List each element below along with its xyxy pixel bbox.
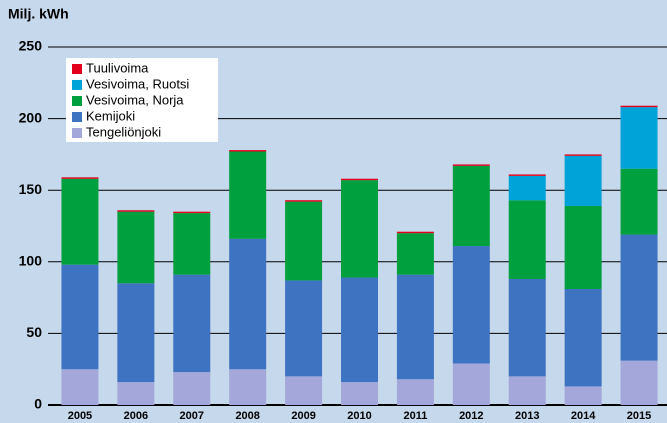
bar-segment bbox=[620, 234, 658, 361]
bar-segment bbox=[61, 264, 99, 370]
bar-segment bbox=[341, 382, 378, 405]
bar-segment bbox=[61, 178, 99, 265]
bar-segment bbox=[508, 174, 546, 176]
legend-label: Tuulivoima bbox=[86, 60, 149, 75]
bar-segment bbox=[564, 289, 602, 387]
bar-segment bbox=[452, 363, 490, 405]
bar-segment bbox=[341, 277, 378, 383]
bar-segment bbox=[117, 283, 155, 383]
bar-segment bbox=[285, 280, 323, 377]
bar-segment bbox=[229, 150, 267, 152]
bar-segment bbox=[508, 278, 546, 377]
bar-segment bbox=[620, 168, 658, 235]
bar-segment bbox=[341, 180, 378, 278]
legend-box bbox=[66, 58, 218, 142]
y-tick-label: 50 bbox=[26, 324, 42, 340]
legend-swatch bbox=[72, 112, 82, 122]
y-tick-label: 250 bbox=[19, 38, 43, 54]
bar-segment bbox=[173, 372, 211, 405]
bar-segment bbox=[396, 231, 434, 234]
bar-segment bbox=[396, 233, 434, 275]
x-tick-label: 2009 bbox=[291, 410, 315, 422]
legend-label: Tengeliönjoki bbox=[86, 124, 161, 139]
y-tick-label: 200 bbox=[19, 109, 43, 125]
bar-segment bbox=[620, 105, 658, 108]
bar-segment bbox=[452, 246, 490, 364]
x-tick-label: 2010 bbox=[347, 410, 371, 422]
x-tick-label: 2012 bbox=[459, 410, 483, 422]
y-tick-label: 150 bbox=[19, 181, 43, 197]
legend-swatch bbox=[72, 64, 82, 74]
bar-segment bbox=[564, 155, 602, 206]
legend-label: Vesivoima, Norja bbox=[86, 92, 184, 107]
y-tick-label: 100 bbox=[19, 253, 43, 269]
x-tick-label: 2008 bbox=[235, 410, 259, 422]
bar-segment bbox=[564, 386, 602, 405]
bar-segment bbox=[117, 210, 155, 212]
bar-segment bbox=[285, 376, 323, 405]
x-tick-label: 2006 bbox=[124, 410, 148, 422]
x-tick-label: 2015 bbox=[627, 410, 651, 422]
bar-segment bbox=[173, 274, 211, 373]
x-tick-label: 2007 bbox=[180, 410, 204, 422]
bar-segment bbox=[564, 205, 602, 290]
x-tick-label: 2011 bbox=[403, 410, 427, 422]
x-tick-label: 2014 bbox=[571, 410, 596, 422]
x-tick-label: 2013 bbox=[515, 410, 539, 422]
legend-swatch bbox=[72, 80, 82, 90]
legend-swatch bbox=[72, 128, 82, 138]
x-tick-label: 2005 bbox=[68, 410, 92, 422]
bar-segment bbox=[229, 238, 267, 370]
y-axis-label: Milj. kWh bbox=[8, 6, 69, 22]
bar-segment bbox=[508, 200, 546, 279]
bar-segment bbox=[564, 154, 602, 156]
y-tick-label: 0 bbox=[34, 396, 42, 412]
bar-segment bbox=[285, 200, 323, 202]
legend-swatch bbox=[72, 96, 82, 106]
bar-segment bbox=[508, 376, 546, 405]
bar-segment bbox=[117, 382, 155, 405]
bar-segment bbox=[61, 177, 99, 179]
legend-label: Kemijoki bbox=[86, 108, 135, 123]
bar-segment bbox=[229, 369, 267, 405]
bar-segment bbox=[117, 211, 155, 284]
bar-segment bbox=[452, 165, 490, 247]
bar-segment bbox=[341, 178, 378, 181]
bar-segment bbox=[508, 175, 546, 201]
bar-segment bbox=[173, 213, 211, 275]
bar-segment bbox=[452, 164, 490, 166]
bar-segment bbox=[620, 360, 658, 405]
bar-segment bbox=[396, 274, 434, 380]
bar-segment bbox=[173, 211, 211, 214]
bar-segment bbox=[61, 369, 99, 405]
legend-label: Vesivoima, Ruotsi bbox=[86, 76, 189, 91]
bar-segment bbox=[620, 107, 658, 169]
bar-segment bbox=[229, 151, 267, 239]
bar-segment bbox=[285, 201, 323, 281]
bar-segment bbox=[396, 379, 434, 405]
